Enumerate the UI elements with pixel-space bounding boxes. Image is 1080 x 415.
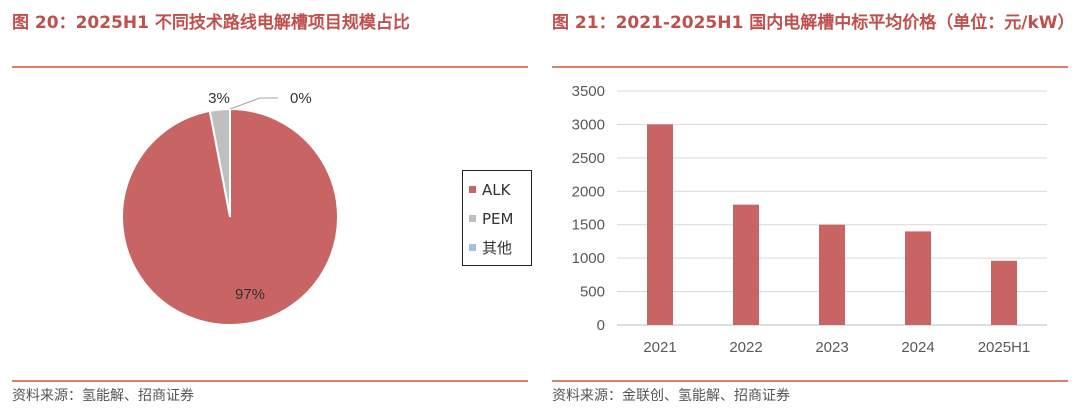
x-tick-label: 2023 bbox=[815, 339, 848, 356]
bar-2025h1 bbox=[991, 260, 1017, 325]
bar-2022 bbox=[733, 204, 759, 325]
bar-chart: 0 500 1000 1500 2000 2500 3000 3500 2021 2022 2023… bbox=[572, 83, 1047, 356]
bar-2021 bbox=[647, 124, 673, 325]
pie-leader-line-other bbox=[229, 97, 278, 110]
x-tick-label: 2022 bbox=[729, 339, 762, 356]
legend-label-alk: ALK bbox=[482, 180, 511, 199]
pie-bottom-rule bbox=[12, 380, 528, 382]
legend-item-pem: PEM bbox=[469, 204, 531, 233]
pie-legend: ALK PEM 其他 bbox=[462, 170, 532, 266]
pie-source: 资料来源：氢能解、招商证券 bbox=[12, 388, 194, 404]
bar-figure-title: 图 21：2021-2025H1 国内电解槽中标平均价格（单位：元/kW） bbox=[552, 13, 1075, 33]
y-tick-label: 3500 bbox=[572, 83, 605, 100]
x-tick-label: 2021 bbox=[643, 339, 676, 356]
y-tick-label: 1000 bbox=[572, 250, 605, 267]
bar-bottom-rule bbox=[552, 380, 1068, 382]
legend-swatch-other bbox=[469, 244, 476, 251]
bar-top-rule bbox=[552, 66, 1068, 68]
pie-slice-alk bbox=[121, 107, 339, 326]
bar-2024 bbox=[905, 231, 931, 325]
x-tick-label: 2025H1 bbox=[978, 339, 1031, 356]
y-tick-label: 0 bbox=[597, 317, 605, 334]
y-tick-label: 3000 bbox=[572, 116, 605, 133]
y-tick-label: 1500 bbox=[572, 217, 605, 234]
legend-item-alk: ALK bbox=[469, 175, 531, 204]
y-tick-label: 500 bbox=[580, 284, 605, 301]
legend-label-pem: PEM bbox=[482, 209, 514, 228]
pie-panel: 图 20：2025H1 不同技术路线电解槽项目规模占比 97% 3% 0% ALK … bbox=[12, 0, 532, 415]
legend-label-other: 其他 bbox=[482, 239, 513, 257]
pie-data-label-pem: 3% bbox=[208, 90, 230, 107]
y-tick-label: 2000 bbox=[572, 183, 605, 200]
pie-data-label-alk: 97% bbox=[235, 286, 265, 303]
legend-swatch-alk bbox=[469, 186, 476, 193]
legend-swatch-pem bbox=[469, 215, 476, 222]
bar-2023 bbox=[819, 224, 845, 325]
pie-chart: 97% 3% 0% bbox=[121, 90, 339, 326]
pie-figure-title: 图 20：2025H1 不同技术路线电解槽项目规模占比 bbox=[12, 13, 410, 33]
legend-item-other: 其他 bbox=[469, 233, 531, 262]
pie-data-label-other: 0% bbox=[290, 90, 312, 107]
bar-panel: 图 21：2021-2025H1 国内电解槽中标平均价格（单位：元/kW） 0 5… bbox=[552, 0, 1075, 415]
x-tick-label: 2024 bbox=[901, 339, 934, 356]
y-tick-label: 2500 bbox=[572, 150, 605, 167]
pie-top-rule bbox=[12, 66, 528, 68]
bar-source: 资料来源：金联创、氢能解、招商证券 bbox=[552, 388, 790, 404]
